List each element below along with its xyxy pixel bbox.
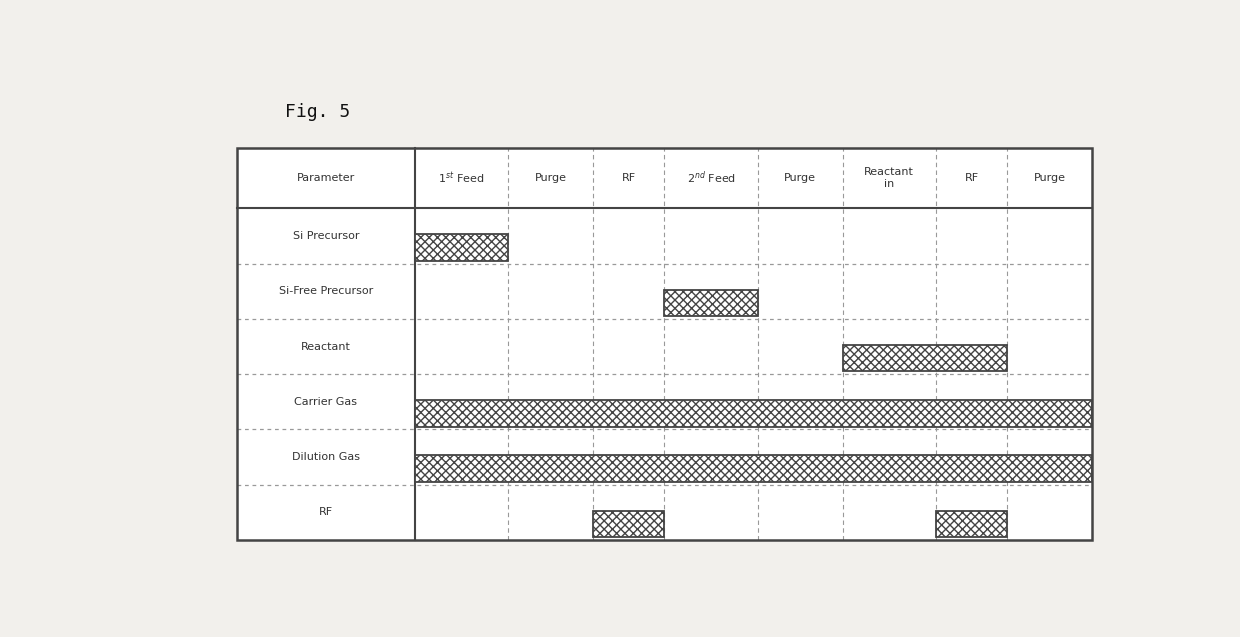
Bar [936,511,1007,537]
Text: Purge: Purge [1034,173,1065,183]
Text: Purge: Purge [534,173,567,183]
Text: Reactant
in: Reactant in [864,167,914,189]
Bar [665,290,758,316]
Text: Purge: Purge [784,173,816,183]
Text: RF: RF [965,173,978,183]
Text: Fig. 5: Fig. 5 [285,103,350,122]
Text: Carrier Gas: Carrier Gas [294,397,357,407]
Bar [842,345,1007,371]
Text: RF: RF [621,173,636,183]
Text: Dilution Gas: Dilution Gas [291,452,360,462]
Text: $2^{nd}$ Feed: $2^{nd}$ Feed [687,169,735,186]
Bar [415,234,508,261]
Text: Si-Free Precursor: Si-Free Precursor [279,286,373,296]
Text: Si Precursor: Si Precursor [293,231,360,241]
Bar [415,455,1092,482]
Bar [237,148,1092,540]
Text: $1^{st}$ Feed: $1^{st}$ Feed [439,170,485,186]
Bar [593,511,665,537]
Text: RF: RF [319,507,332,517]
Bar [237,148,1092,540]
Text: Parameter: Parameter [296,173,355,183]
Text: Reactant: Reactant [301,341,351,352]
Bar [415,400,1092,427]
